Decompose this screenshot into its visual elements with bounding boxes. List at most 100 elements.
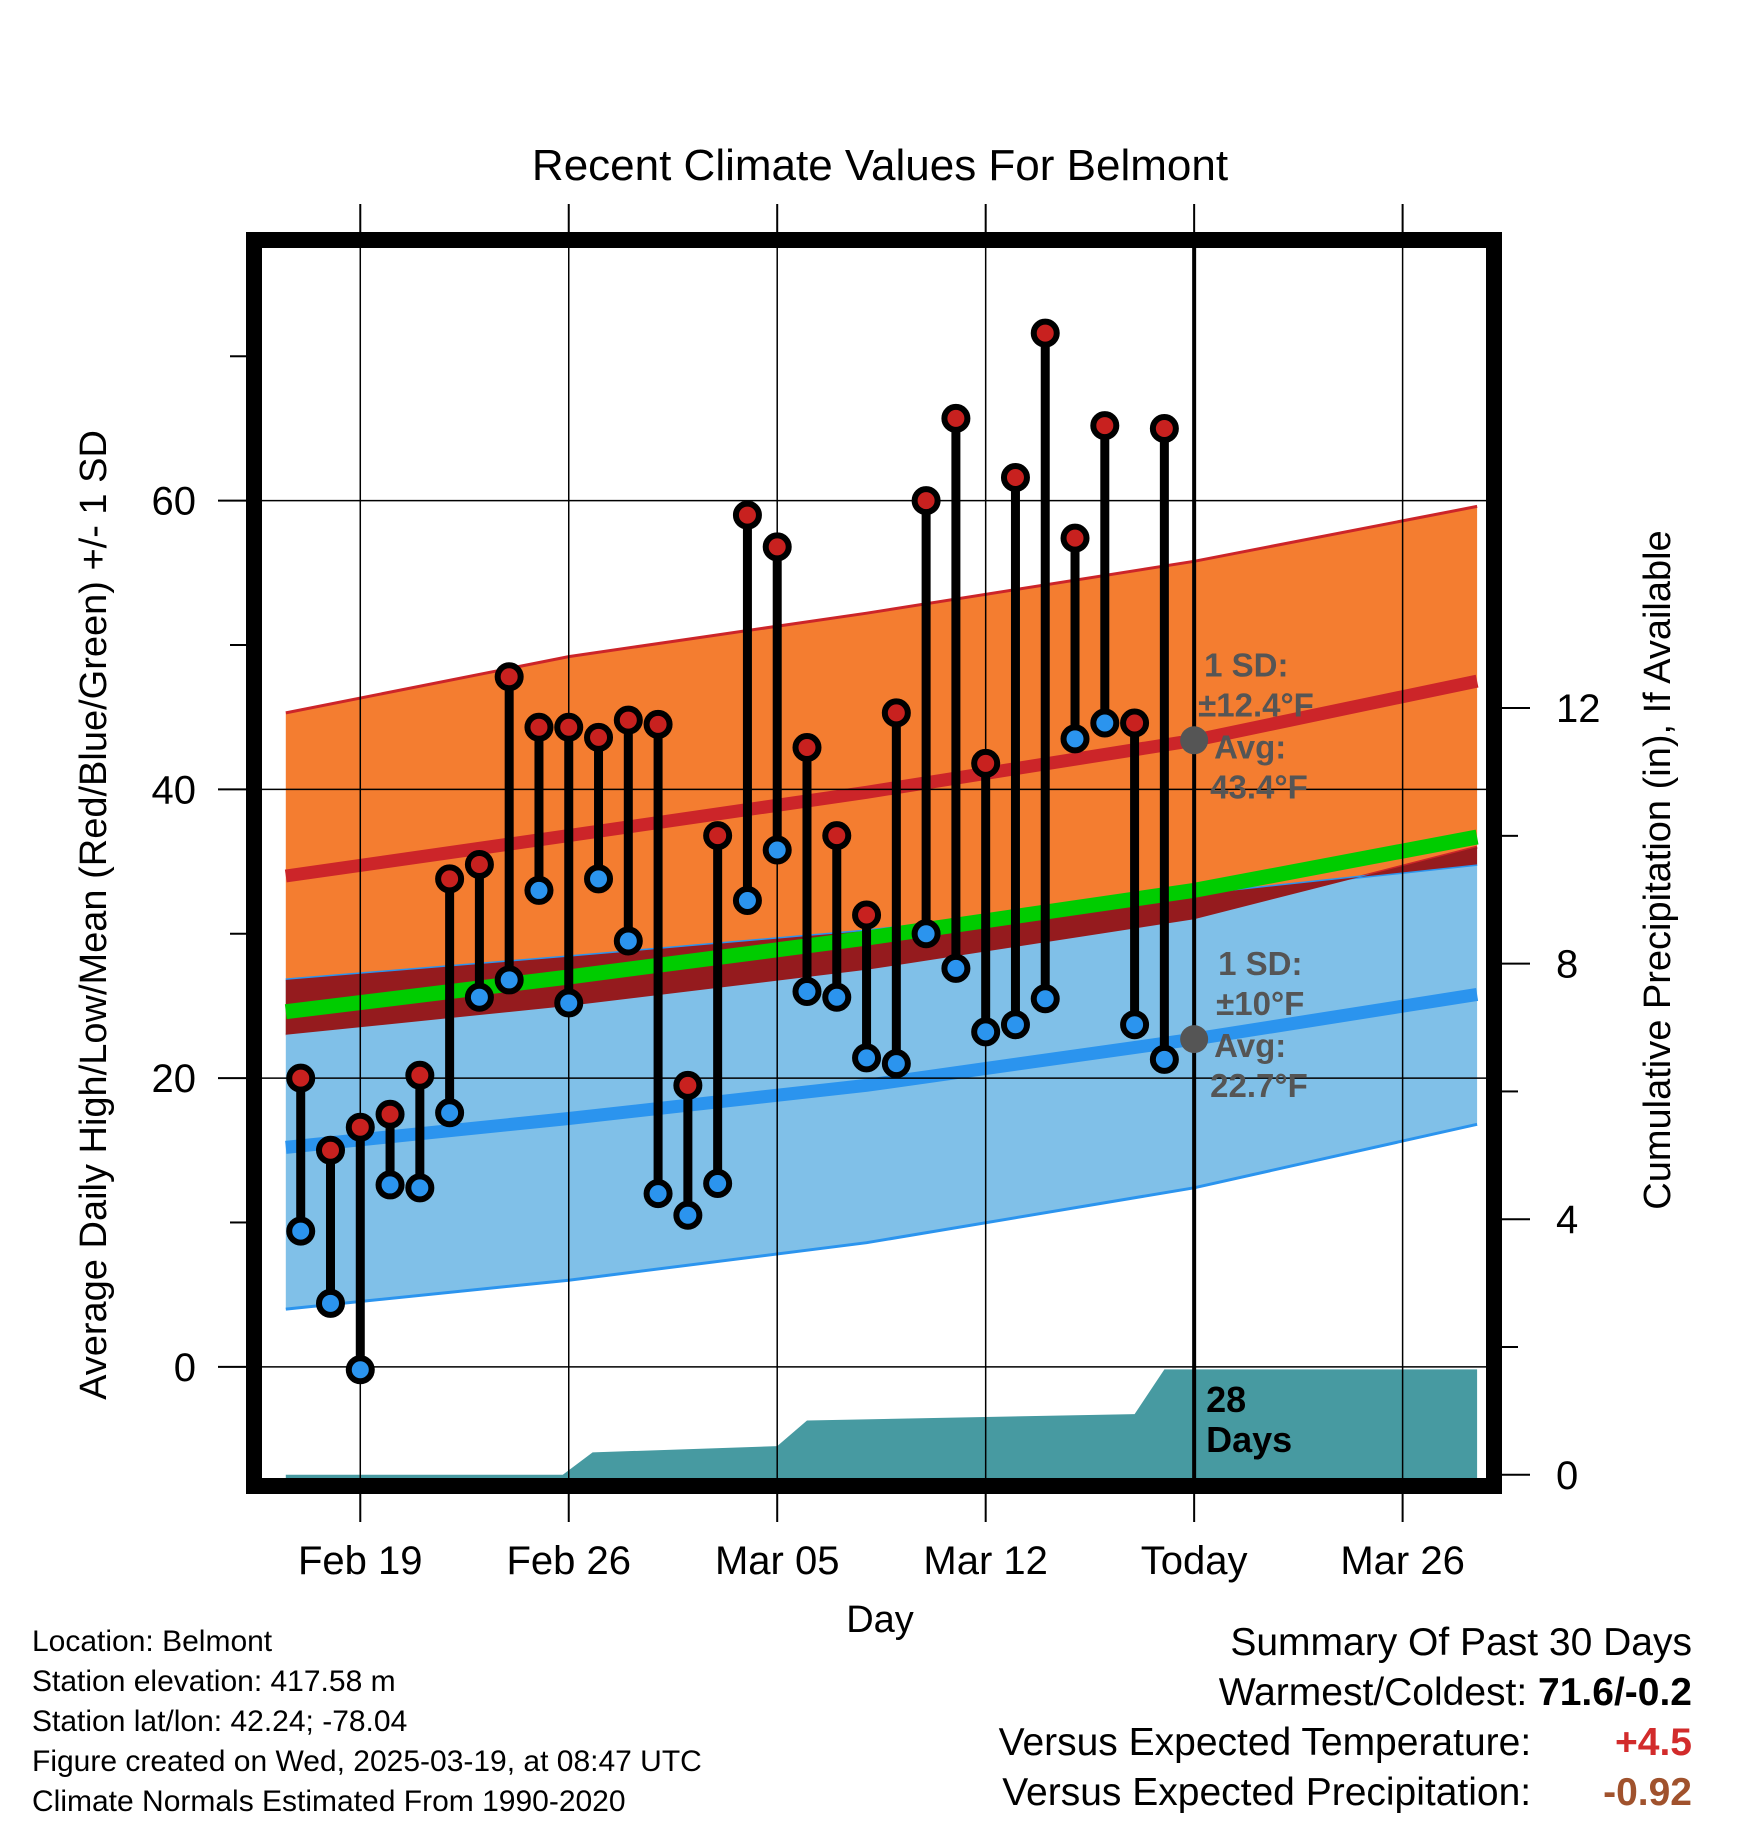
high-point — [1149, 413, 1179, 443]
low-point — [613, 926, 643, 956]
y-tick-label: 60 — [152, 480, 197, 524]
temp-row: Versus Expected Temperature: +4.5 — [999, 1718, 1692, 1768]
created-text: Figure created on Wed, 2025-03-19, at 08… — [32, 1745, 702, 1778]
high-point — [792, 733, 822, 763]
high-point — [643, 709, 673, 739]
warmest-label: Warmest/Coldest: — [1218, 1671, 1528, 1714]
low-sd-value: ±10°F — [1216, 985, 1304, 1022]
high-point — [524, 712, 554, 742]
today-low-normal-marker — [1180, 1025, 1209, 1054]
high-point — [673, 1070, 703, 1100]
x-axis-label: Day — [846, 1599, 914, 1641]
station-info: Location: Belmont Station elevation: 417… — [32, 1622, 702, 1822]
y2-tick-label: 4 — [1556, 1198, 1578, 1242]
high-point — [971, 748, 1001, 778]
precip-value: -0.92 — [1603, 1771, 1692, 1814]
days-count-number: 28 — [1206, 1379, 1246, 1420]
low-point — [1120, 1010, 1150, 1040]
high-point — [613, 705, 643, 735]
x-tick-label: Mar 12 — [923, 1539, 1048, 1583]
x-tick-label: Mar 05 — [715, 1539, 840, 1583]
high-point — [435, 864, 465, 894]
days-count-word: Days — [1206, 1419, 1292, 1460]
high-point — [1120, 708, 1150, 738]
low-avg-value: 22.7°F — [1210, 1067, 1308, 1104]
x-tick-label: Feb 19 — [298, 1539, 423, 1583]
low-point — [971, 1017, 1001, 1047]
y2-axis-label: Cumulative Precipitation (in), If Availa… — [1637, 530, 1679, 1209]
high-mean-line — [284, 674, 1479, 883]
y-axis-label: Average Daily High/Low/Mean (Red/Blue/Gr… — [73, 430, 115, 1400]
high-point — [762, 532, 792, 562]
high-point — [1060, 523, 1090, 553]
chart-title: Recent Climate Values For Belmont — [532, 141, 1228, 190]
high-point — [732, 500, 762, 530]
low-point — [464, 982, 494, 1012]
low-point — [554, 988, 584, 1018]
low-point — [762, 835, 792, 865]
high-sd-value: ±12.4°F — [1198, 686, 1314, 723]
low-point — [1030, 984, 1060, 1014]
low-point — [405, 1173, 435, 1203]
summary-panel: Summary Of Past 30 Days Warmest/Coldest:… — [999, 1618, 1692, 1818]
low-point — [732, 886, 762, 916]
high-point — [584, 722, 614, 752]
high-point — [941, 403, 971, 433]
low-point — [375, 1170, 405, 1200]
low-point — [941, 953, 971, 983]
y2-tick-label: 12 — [1556, 687, 1601, 731]
low-sd-band-lower-edge — [285, 1122, 1478, 1311]
high-point — [345, 1112, 375, 1142]
elevation-text: Station elevation: 417.58 m — [32, 1665, 396, 1698]
today-high-normal-marker — [1180, 726, 1209, 755]
warmest-value: 71.6/-0.2 — [1538, 1671, 1692, 1714]
high-point — [315, 1135, 345, 1165]
low-point — [852, 1043, 882, 1073]
low-mean-line — [285, 987, 1479, 1154]
temp-label: Versus Expected Temperature: — [998, 1721, 1532, 1764]
clipped-layer — [262, 248, 1486, 1478]
summary-title: Summary Of Past 30 Days — [1230, 1621, 1692, 1664]
low-point — [792, 976, 822, 1006]
low-sd-label: 1 SD: — [1218, 945, 1302, 982]
low-point — [1090, 708, 1120, 738]
low-point — [1000, 1010, 1030, 1040]
y-tick-label: 40 — [152, 768, 197, 812]
x-tick-label: Mar 26 — [1340, 1539, 1465, 1583]
precip-label: Versus Expected Precipitation: — [1002, 1771, 1532, 1814]
low-point — [315, 1288, 345, 1318]
high-point — [881, 698, 911, 728]
high-sd-label: 1 SD: — [1204, 646, 1288, 683]
normals-text: Climate Normals Estimated From 1990-2020 — [32, 1785, 626, 1818]
high-point — [703, 821, 733, 851]
warmest-row: Warmest/Coldest: 71.6/-0.2 — [999, 1668, 1692, 1718]
high-point — [405, 1060, 435, 1090]
low-point — [1149, 1044, 1179, 1074]
low-point — [584, 864, 614, 894]
plot-frame — [246, 232, 1502, 1494]
x-tick-label: Feb 26 — [506, 1539, 631, 1583]
high-avg-value: 43.4°F — [1210, 768, 1308, 805]
high-point — [1000, 463, 1030, 493]
location-text: Location: Belmont — [32, 1625, 273, 1658]
high-point — [822, 821, 852, 851]
high-point — [464, 849, 494, 879]
precip-area — [285, 1369, 1478, 1478]
low-point — [494, 965, 524, 995]
low-point — [345, 1355, 375, 1385]
x-tick-label: Today — [1141, 1539, 1248, 1583]
high-point — [911, 486, 941, 516]
low-point — [881, 1049, 911, 1079]
low-point — [673, 1200, 703, 1230]
high-point — [1090, 411, 1120, 441]
high-sd-band-upper-edge — [285, 504, 1478, 715]
temp-value: +4.5 — [1615, 1721, 1692, 1764]
y-tick-label: 20 — [152, 1057, 197, 1101]
latlon-text: Station lat/lon: 42.24; -78.04 — [32, 1705, 408, 1738]
high-point — [1030, 318, 1060, 348]
low-point — [1060, 724, 1090, 754]
precip-row: Versus Expected Precipitation: -0.92 — [999, 1768, 1692, 1818]
y2-tick-label: 0 — [1556, 1454, 1578, 1498]
